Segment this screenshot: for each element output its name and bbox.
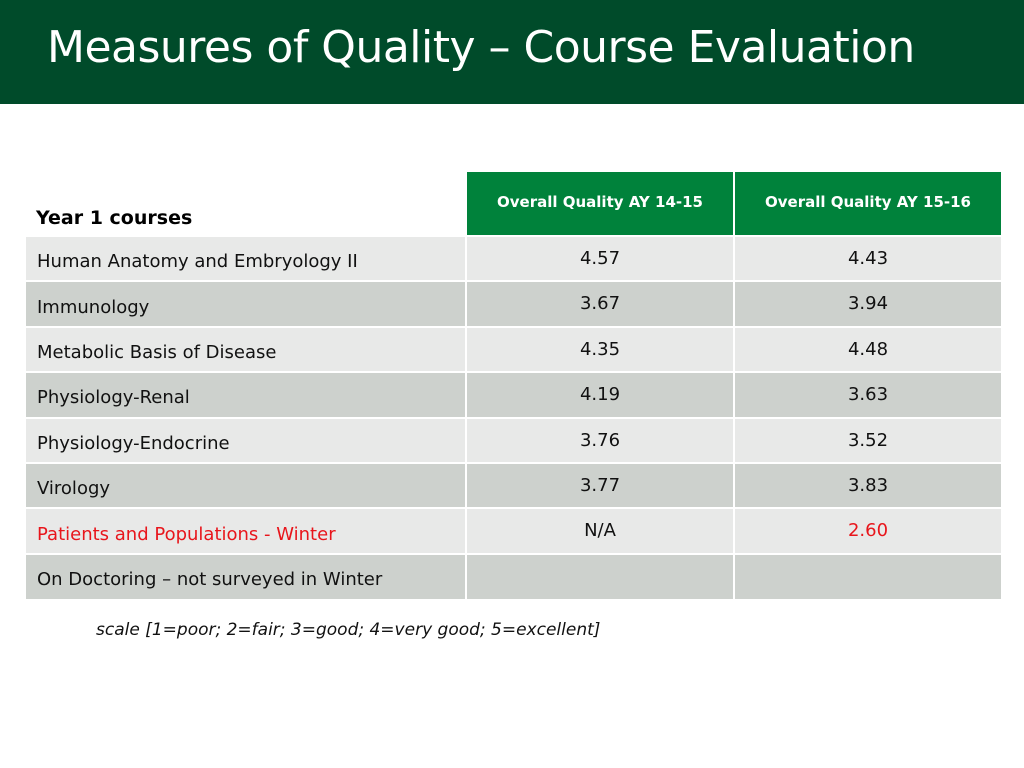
score-ay1415: N/A [465, 507, 734, 554]
title-bar: Measures of Quality – Course Evaluation [0, 0, 1024, 104]
course-evaluation-table: Year 1 courses Overall Quality AY 14-15 … [26, 172, 1001, 600]
table-row: Immunology 3.67 3.94 [26, 280, 1001, 327]
score-ay1415: 3.77 [465, 461, 734, 509]
course-name: On Doctoring – not surveyed in Winter [26, 552, 466, 600]
table-row: Patients and Populations - Winter N/A 2.… [26, 507, 1001, 554]
column-header-ay1516: Overall Quality AY 15-16 [733, 172, 1001, 236]
row-header-label: Year 1 courses [26, 172, 466, 236]
score-ay1415: 4.19 [465, 371, 734, 418]
score-ay1516: 3.94 [733, 280, 1001, 327]
score-ay1516: 2.60 [733, 507, 1001, 554]
score-ay1415: 3.67 [465, 280, 734, 327]
table-header-row: Year 1 courses Overall Quality AY 14-15 … [26, 172, 1001, 236]
course-name: Physiology-Renal [26, 371, 466, 418]
course-name: Virology [26, 461, 466, 509]
score-ay1415 [465, 552, 734, 600]
table-row: Human Anatomy and Embryology II 4.57 4.4… [26, 234, 1001, 282]
score-ay1516: 3.83 [733, 461, 1001, 509]
column-header-ay1415: Overall Quality AY 14-15 [465, 172, 734, 236]
table-row: Metabolic Basis of Disease 4.35 4.48 [26, 325, 1001, 373]
score-ay1516: 4.48 [733, 325, 1001, 373]
score-ay1516: 3.63 [733, 371, 1001, 418]
table-row: On Doctoring – not surveyed in Winter [26, 552, 1001, 600]
score-ay1415: 4.35 [465, 325, 734, 373]
course-name: Metabolic Basis of Disease [26, 325, 466, 373]
table-row: Virology 3.77 3.83 [26, 461, 1001, 509]
course-name: Immunology [26, 280, 466, 327]
scale-footnote: scale [1=poor; 2=fair; 3=good; 4=very go… [96, 620, 601, 640]
course-name: Human Anatomy and Embryology II [26, 234, 466, 282]
score-ay1516 [733, 552, 1001, 600]
course-name: Physiology-Endocrine [26, 416, 466, 463]
score-ay1516: 3.52 [733, 416, 1001, 463]
table-row: Physiology-Endocrine 3.76 3.52 [26, 416, 1001, 463]
score-ay1516: 4.43 [733, 234, 1001, 282]
score-ay1415: 3.76 [465, 416, 734, 463]
score-ay1415: 4.57 [465, 234, 734, 282]
table-row: Physiology-Renal 4.19 3.63 [26, 371, 1001, 418]
page-title: Measures of Quality – Course Evaluation [47, 22, 915, 73]
course-name: Patients and Populations - Winter [26, 507, 466, 554]
